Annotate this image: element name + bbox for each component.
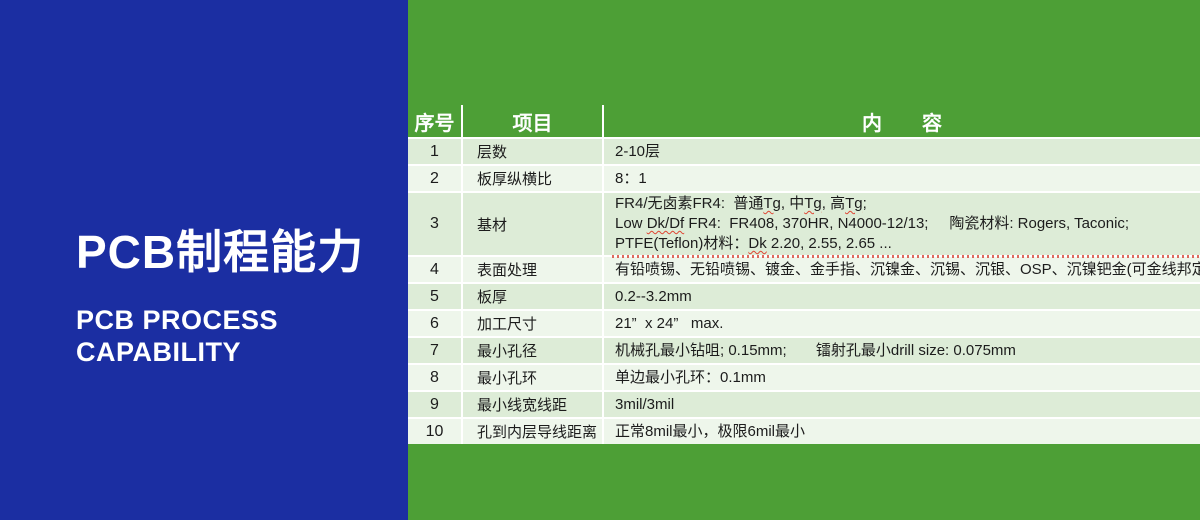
spellcheck-artifact-line bbox=[612, 255, 1200, 258]
page-subtitle: PCB PROCESS CAPABILITY bbox=[76, 304, 364, 368]
content-line: PTFE(Teflon)材料：Dk 2.20, 2.55, 2.65 ... bbox=[615, 235, 892, 252]
spellchecked-term: Dk bbox=[748, 235, 767, 252]
table-cell-content: FR4/无卤素FR4: 普通Tg, 中Tg, 高Tg; Low Dk/Df FR4… bbox=[604, 193, 1200, 255]
table-cell-item: 基材 bbox=[463, 193, 602, 255]
left-blue-panel: PCB制程能力 PCB PROCESS CAPABILITY bbox=[0, 0, 408, 520]
table-cell-content: 8：1 bbox=[604, 166, 1200, 191]
table-cell-item: 板厚 bbox=[463, 284, 602, 309]
table-header-no: 序号 bbox=[408, 105, 461, 137]
spellchecked-term: Tg bbox=[763, 195, 781, 212]
table-cell-no: 6 bbox=[408, 311, 461, 336]
content-line: 0.2--3.2mm bbox=[615, 287, 692, 305]
page-subtitle-line2: CAPABILITY bbox=[76, 337, 241, 367]
table-cell-no: 5 bbox=[408, 284, 461, 309]
table-cell-item: 孔到内层导线距离 bbox=[463, 419, 602, 444]
title-block: PCB制程能力 PCB PROCESS CAPABILITY bbox=[76, 216, 364, 368]
page-title: PCB制程能力 bbox=[76, 226, 365, 278]
table-cell-content: 单边最小孔环：0.1mm bbox=[604, 365, 1200, 390]
content-line: Low Dk/Df FR4: FR408, 370HR, N4000-12/13… bbox=[615, 215, 1130, 232]
content-line: 正常8mil最小，极限6mil最小 bbox=[615, 422, 806, 440]
content-line: 2-10层 bbox=[615, 142, 661, 160]
content-line: FR4/无卤素FR4: 普通Tg, 中Tg, 高Tg; bbox=[615, 195, 867, 212]
spellchecked-term: Dk/Df bbox=[646, 215, 685, 232]
table-cell-no: 3 bbox=[408, 193, 461, 255]
spellchecked-term: Tg bbox=[804, 195, 822, 212]
content-line: 21” x 24” max. bbox=[615, 314, 724, 332]
content-line: 有铅喷锡、无铅喷锡、镀金、金手指、沉镍金、沉锡、沉银、OSP、沉镍钯金(可金线邦… bbox=[615, 260, 1200, 278]
table-cell-no: 2 bbox=[408, 166, 461, 191]
content-line: 3mil/3mil bbox=[615, 395, 675, 413]
table-cell-content: 有铅喷锡、无铅喷锡、镀金、金手指、沉镍金、沉锡、沉银、OSP、沉镍钯金(可金线邦… bbox=[604, 257, 1200, 282]
table-cell-content: 21” x 24” max. bbox=[604, 311, 1200, 336]
table-cell-content: 机械孔最小钻咀; 0.15mm; 镭射孔最小drill size: 0.075m… bbox=[604, 338, 1200, 363]
page-subtitle-line1: PCB PROCESS bbox=[76, 305, 279, 335]
table-cell-item: 板厚纵横比 bbox=[463, 166, 602, 191]
table-cell-no: 1 bbox=[408, 139, 461, 164]
table-cell-content: 0.2--3.2mm bbox=[604, 284, 1200, 309]
table-cell-item: 最小孔环 bbox=[463, 365, 602, 390]
capability-table: 序号 项目 内 容 1 层数 2-10层 2 板厚纵横比 8：1 3 基材 FR4/无卤素FR4… bbox=[408, 105, 1200, 444]
table-header-content: 内 容 bbox=[604, 105, 1200, 137]
table-cell-item: 表面处理 bbox=[463, 257, 602, 282]
spellchecked-term: Tg bbox=[845, 195, 863, 212]
table-cell-content: 2-10层 bbox=[604, 139, 1200, 164]
table-header-item: 项目 bbox=[463, 105, 602, 137]
table-cell-no: 4 bbox=[408, 257, 461, 282]
table-cell-no: 10 bbox=[408, 419, 461, 444]
content-line: 8：1 bbox=[615, 169, 647, 187]
table-cell-content: 3mil/3mil bbox=[604, 392, 1200, 417]
table-cell-no: 9 bbox=[408, 392, 461, 417]
table-cell-item: 最小线宽线距 bbox=[463, 392, 602, 417]
table-cell-item: 最小孔径 bbox=[463, 338, 602, 363]
table-cell-item: 加工尺寸 bbox=[463, 311, 602, 336]
table-cell-no: 8 bbox=[408, 365, 461, 390]
content-line: 单边最小孔环：0.1mm bbox=[615, 368, 766, 386]
table-cell-item: 层数 bbox=[463, 139, 602, 164]
table-cell-content: 正常8mil最小，极限6mil最小 bbox=[604, 419, 1200, 444]
content-line: 机械孔最小钻咀; 0.15mm; 镭射孔最小drill size: 0.075m… bbox=[615, 341, 1016, 359]
table-cell-no: 7 bbox=[408, 338, 461, 363]
